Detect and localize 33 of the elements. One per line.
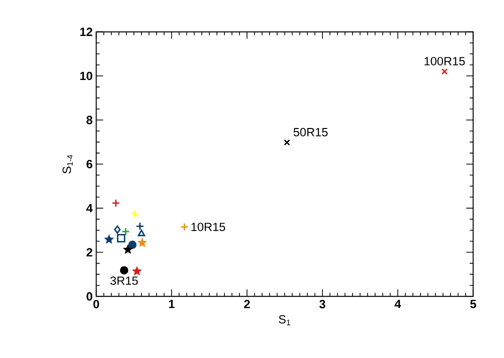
point bbox=[130, 210, 139, 218]
y-axis-title: S$_{1-4}$ bbox=[62, 154, 73, 174]
point bbox=[132, 267, 141, 275]
point bbox=[138, 238, 146, 246]
point bbox=[114, 225, 121, 234]
point bbox=[180, 222, 189, 232]
point bbox=[128, 240, 137, 249]
y-tick-label: 12 bbox=[80, 28, 92, 36]
point bbox=[105, 235, 114, 243]
annotation: 100R15 bbox=[424, 56, 465, 66]
x-axis-title: S$_{1}$ bbox=[278, 315, 290, 326]
x-tick-label: 0 bbox=[93, 300, 100, 308]
annotation: 50R15 bbox=[294, 128, 328, 136]
x-tick-label: 2 bbox=[244, 300, 250, 308]
x-tick-label: 4 bbox=[394, 300, 402, 308]
point bbox=[124, 245, 132, 254]
y-tick-label: 0 bbox=[86, 292, 92, 301]
x-tick-label: 5 bbox=[470, 300, 476, 308]
point bbox=[120, 266, 128, 274]
y-tick-label: 10 bbox=[80, 72, 92, 80]
x-tick-label: 1 bbox=[169, 300, 175, 308]
point bbox=[284, 139, 290, 146]
point bbox=[116, 234, 126, 242]
x-tick-label: 3 bbox=[319, 300, 326, 308]
annotation: 3R15 bbox=[110, 276, 138, 285]
y-tick-label: 4 bbox=[86, 204, 93, 212]
point bbox=[441, 68, 448, 75]
annotation: 10R15 bbox=[191, 222, 226, 232]
point bbox=[112, 198, 120, 208]
y-tick-label: 6 bbox=[86, 160, 92, 168]
y-tick-label: 2 bbox=[86, 248, 92, 256]
point bbox=[121, 227, 130, 236]
y-tick-label: 8 bbox=[86, 116, 92, 124]
